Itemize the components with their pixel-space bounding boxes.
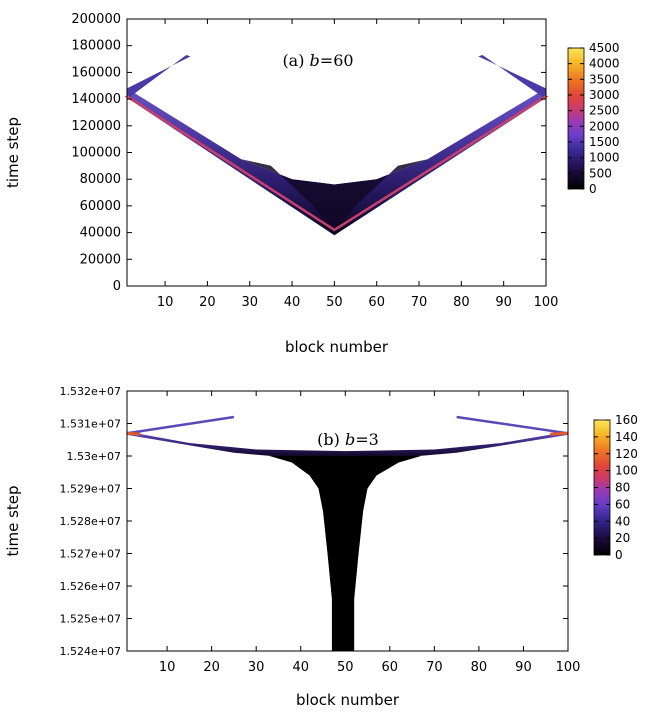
x-tick-label: 60 [382, 660, 399, 675]
panel-annotation: (a) b=60 [282, 51, 353, 70]
y-tick-label: 200000 [71, 12, 121, 27]
y-tick-label: 0 [113, 279, 121, 294]
colorbar-tick-label: 4000 [589, 57, 620, 71]
colorbar-tick-label: 4500 [589, 41, 620, 55]
y-axis-label: time step [4, 117, 22, 188]
y-tick-label: 120000 [71, 119, 121, 134]
x-tick-label: 10 [157, 295, 174, 310]
y-tick-label: 1.529e+07 [60, 483, 121, 496]
y-tick-label: 1.53e+07 [67, 450, 121, 463]
x-tick-label: 70 [411, 295, 428, 310]
colorbar-tick-label: 60 [615, 497, 630, 511]
colorbar-tick-label: 20 [615, 531, 630, 545]
x-tick-label: 20 [203, 660, 220, 675]
annotation-value: =3 [355, 430, 379, 449]
x-tick-label: 30 [241, 295, 258, 310]
panel-b: 10 20 30 40 50 60 70 80 90 100 1.524e+07 1.525e+07 1… [4, 385, 638, 709]
y-tick-label: 40000 [80, 226, 121, 241]
plot-area [127, 19, 546, 286]
x-tick-label: 10 [159, 660, 176, 675]
x-axis-label: block number [296, 691, 400, 709]
y-tick-label: 1.531e+07 [60, 418, 121, 431]
colorbar [567, 47, 585, 190]
heatmap-dark-core [241, 159, 428, 233]
colorbar-tick-label: 80 [615, 481, 630, 495]
colorbar-tick-label: 2000 [589, 119, 620, 133]
y-tick-label: 1.526e+07 [60, 580, 121, 593]
x-tick-label: 80 [453, 295, 470, 310]
y-tick-label: 1.527e+07 [60, 548, 121, 561]
x-tick-label: 80 [471, 660, 488, 675]
heatmap-left-arm [127, 55, 191, 100]
y-tick-label: 1.524e+07 [60, 645, 121, 658]
annotation-prefix: (a) [282, 51, 309, 70]
y-tick-label: 1.532e+07 [60, 385, 121, 398]
colorbar-tick-label: 100 [615, 464, 638, 478]
heatmap-peak-left [126, 431, 141, 436]
y-axis-label: time step [4, 485, 22, 556]
colorbar-tick-label: 3500 [589, 72, 620, 86]
x-tick-label: 30 [248, 660, 265, 675]
colorbar-tick-label: 120 [615, 447, 638, 461]
y-tick-label: 20000 [80, 252, 121, 267]
x-axis-label: block number [285, 338, 389, 356]
y-tick-label: 1.528e+07 [60, 515, 121, 528]
colorbar-tick-label: 40 [615, 514, 630, 528]
heatmap-left-arm [126, 415, 235, 435]
x-tick-label: 90 [495, 295, 512, 310]
y-tick-label: 80000 [80, 172, 121, 187]
x-tick-label: 40 [292, 660, 309, 675]
x-tick-label: 70 [426, 660, 443, 675]
heatmap-ridge-line [126, 95, 547, 232]
heatmap-black-trunk [269, 456, 421, 651]
heatmap-cap-region [127, 431, 568, 460]
heatmap-right-arm [478, 55, 546, 100]
colorbar-tick-label: 2500 [589, 104, 620, 118]
colorbar-tick-label: 0 [589, 182, 597, 196]
annotation-value: =60 [320, 51, 354, 70]
x-tick-label: 50 [326, 295, 343, 310]
colorbar-tick-label: 1500 [589, 135, 620, 149]
colorbar-tick-label: 160 [615, 413, 638, 427]
x-tick-label: 60 [368, 295, 385, 310]
y-tick-label: 160000 [71, 65, 121, 80]
colorbar-tick-label: 3000 [589, 88, 620, 102]
heatmap-right-arm [456, 415, 569, 435]
y-tick-label: 1.525e+07 [60, 613, 121, 626]
y-tick-label: 140000 [71, 92, 121, 107]
x-tick-label: 20 [199, 295, 216, 310]
annotation-variable: b [345, 430, 355, 449]
colorbar-tick-label: 140 [615, 430, 638, 444]
colorbar-tick-label: 1000 [589, 151, 620, 165]
x-tick-label: 100 [556, 660, 581, 675]
y-tick-label: 60000 [80, 199, 121, 214]
x-tick-label: 100 [534, 295, 559, 310]
x-tick-label: 40 [284, 295, 301, 310]
annotation-prefix: (b) [317, 430, 345, 449]
colorbar-tick-label: 500 [589, 166, 612, 180]
annotation-variable: b [310, 51, 320, 70]
y-tick-label: 100000 [71, 146, 121, 161]
heatmap-peak-right [550, 431, 569, 436]
x-tick-label: 50 [337, 660, 354, 675]
x-tick-label: 90 [515, 660, 532, 675]
y-tick-label: 180000 [71, 39, 121, 54]
colorbar-tick-label: 0 [615, 548, 623, 562]
panel-annotation: (b) b=3 [317, 430, 379, 449]
panel-a: 10 20 30 40 50 60 70 80 90 1000200004000060000800… [4, 12, 620, 356]
